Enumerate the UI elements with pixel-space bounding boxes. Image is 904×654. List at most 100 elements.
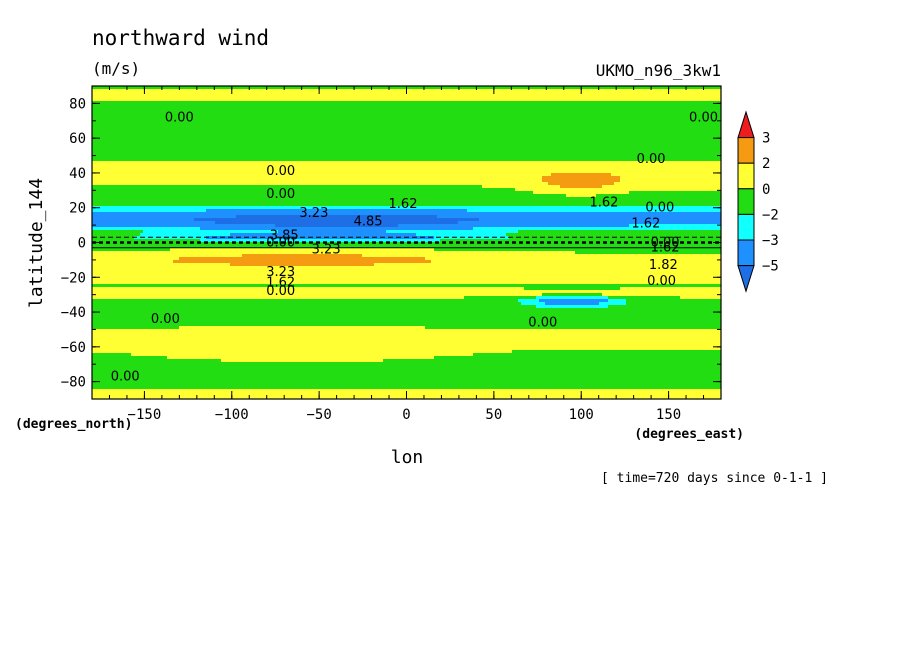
field-cell <box>389 140 393 144</box>
field-cell <box>653 116 657 120</box>
field-cell <box>209 119 213 123</box>
field-cell <box>611 104 615 108</box>
field-cell <box>638 104 642 108</box>
field-cell <box>284 98 288 102</box>
field-cell <box>494 155 498 159</box>
field-cell <box>230 128 234 132</box>
field-cell <box>272 101 276 105</box>
field-cell <box>341 152 345 156</box>
field-cell <box>374 119 378 123</box>
field-cell <box>344 155 348 159</box>
field-cell <box>479 113 483 117</box>
field-cell <box>368 140 372 144</box>
field-cell <box>545 116 549 120</box>
field-cell <box>110 89 114 93</box>
field-cell <box>374 125 378 129</box>
field-cell <box>536 122 540 126</box>
field-cell <box>272 134 276 138</box>
field-cell <box>443 131 447 135</box>
field-cell <box>419 113 423 117</box>
field-cell <box>200 104 204 108</box>
field-cell <box>128 140 132 144</box>
field-cell <box>560 149 564 153</box>
field-cell <box>119 134 123 138</box>
field-cell <box>428 122 432 126</box>
field-cell <box>194 134 198 138</box>
field-cell <box>170 92 174 96</box>
field-cell <box>494 101 498 105</box>
field-cell <box>620 89 624 93</box>
field-cell <box>467 125 471 129</box>
field-cell <box>623 134 627 138</box>
field-cell <box>452 152 456 156</box>
field-cell <box>437 137 441 141</box>
field-cell <box>560 113 564 117</box>
field-cell <box>173 116 177 120</box>
field-cell <box>293 143 297 147</box>
field-cell <box>395 89 399 93</box>
field-cell <box>206 95 210 99</box>
field-cell <box>98 104 102 108</box>
field-cell <box>125 119 129 123</box>
field-cell <box>500 107 504 111</box>
field-cell <box>95 86 99 90</box>
field-cell <box>596 140 600 144</box>
field-cell <box>470 134 474 138</box>
field-cell <box>434 116 438 120</box>
field-cell <box>158 98 162 102</box>
field-cell <box>146 125 150 129</box>
field-cell <box>326 131 330 135</box>
field-cell <box>248 98 252 102</box>
field-cell <box>428 140 432 144</box>
field-cell <box>515 128 519 132</box>
field-cell <box>434 137 438 141</box>
field-cell <box>161 107 165 111</box>
field-cell <box>125 152 129 156</box>
field-cell <box>203 89 207 93</box>
field-cell <box>719 125 721 129</box>
field-cell <box>335 89 339 93</box>
field-cell <box>575 101 579 105</box>
field-cell <box>218 107 222 111</box>
field-cell <box>395 92 399 96</box>
field-cell <box>515 101 519 105</box>
field-cell <box>353 152 357 156</box>
field-cell <box>683 125 687 129</box>
field-cell <box>107 86 111 90</box>
field-cell <box>137 104 141 108</box>
field-cell <box>551 101 555 105</box>
field-cell <box>392 98 396 102</box>
field-cell <box>137 98 141 102</box>
field-cell <box>275 92 279 96</box>
field-cell <box>218 119 222 123</box>
field-cell <box>506 128 510 132</box>
field-cell <box>491 143 495 147</box>
field-cell <box>554 146 558 150</box>
field-cell <box>452 128 456 132</box>
field-cell <box>536 134 540 138</box>
field-cell <box>617 152 621 156</box>
field-cell <box>218 122 222 126</box>
field-cell <box>347 119 351 123</box>
field-cell <box>689 143 693 147</box>
field-cell <box>635 137 639 141</box>
field-cell <box>380 86 384 90</box>
field-cell <box>239 155 243 159</box>
field-cell <box>683 131 687 135</box>
field-cell <box>644 92 648 96</box>
field-cell <box>515 134 519 138</box>
field-cell <box>308 128 312 132</box>
field-cell <box>644 110 648 114</box>
field-cell <box>413 119 417 123</box>
field-cell <box>698 125 702 129</box>
field-cell <box>626 143 630 147</box>
field-cell <box>314 131 318 135</box>
field-cell <box>218 137 222 141</box>
field-cell <box>278 86 282 90</box>
field-cell <box>662 131 666 135</box>
field-cell <box>608 107 612 111</box>
field-cell <box>632 128 636 132</box>
field-cell <box>254 149 258 153</box>
field-cell <box>611 101 615 105</box>
field-cell <box>287 101 291 105</box>
